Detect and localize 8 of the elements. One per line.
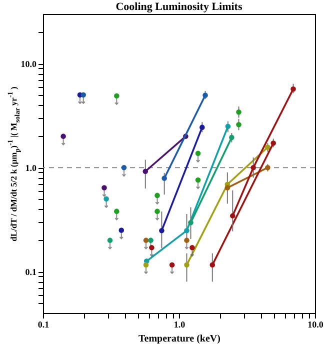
y-tick-label: 0.1 — [25, 267, 37, 278]
x-tick-label: 10.0 — [308, 320, 324, 330]
x-tick-label: 1.0 — [174, 320, 186, 330]
x-tick-label: 0.1 — [38, 320, 50, 330]
y-tick-label: 10.0 — [20, 59, 37, 70]
y-tick-label: 1.0 — [25, 163, 37, 174]
x-axis-title: Temperature (keV) — [138, 334, 220, 344]
chart-title: Cooling Luminosity Limits — [116, 1, 243, 13]
